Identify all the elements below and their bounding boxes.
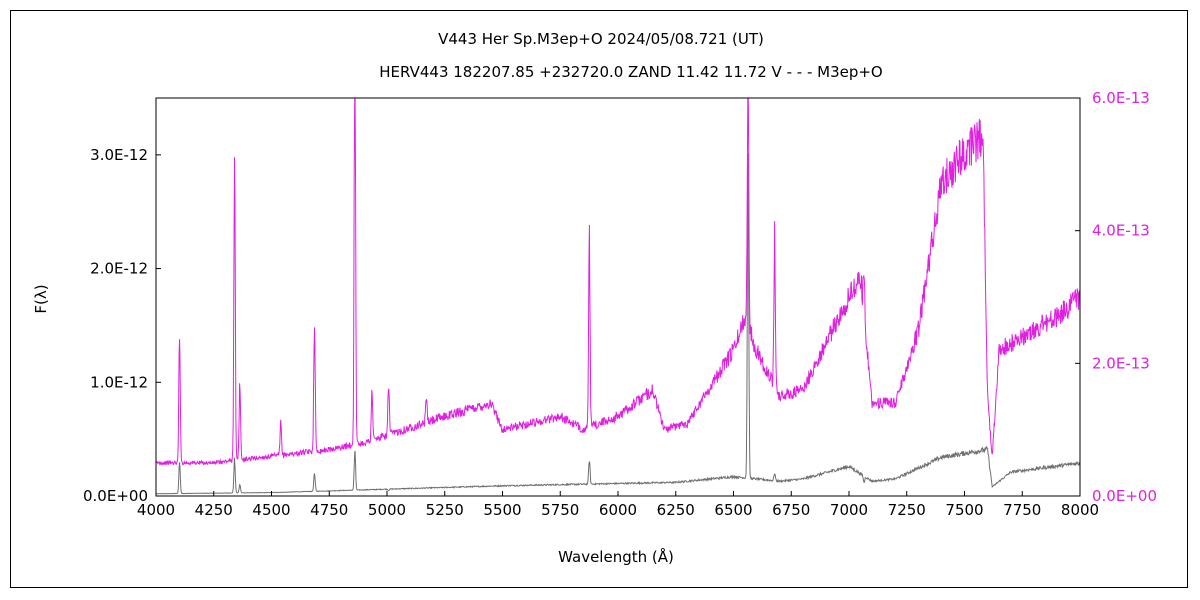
y-left-tick-label: 3.0E-12 [90, 146, 148, 164]
series-layer [155, 97, 1081, 495]
y-right-tick-label: 4.0E-13 [1092, 222, 1150, 240]
x-tick-label: 6750 [772, 501, 810, 519]
x-tick-label: 5750 [541, 501, 579, 519]
x-tick-label: 5000 [368, 501, 406, 519]
y-right-tick-label: 0.0E+00 [1092, 487, 1157, 505]
y-right-tick-label: 2.0E-13 [1092, 354, 1150, 372]
y-left-tick-label: 1.0E-12 [90, 373, 148, 391]
chart-subtitle: HERV443 182207.85 +232720.0 ZAND 11.42 1… [379, 63, 883, 81]
x-tick-label: 5500 [483, 501, 521, 519]
x-tick-label: 4250 [195, 501, 233, 519]
x-tick-label: 5250 [426, 501, 464, 519]
x-tick-label: 6250 [657, 501, 695, 519]
y-axis-label: F(λ) [32, 284, 50, 313]
x-tick-label: 7250 [888, 501, 926, 519]
x-tick-label: 6000 [599, 501, 637, 519]
y-axis-right: 0.0E+00 2.0E-13 4.0E-13 6.0E-13 [1075, 89, 1157, 505]
y-axis-left: 0.0E+00 1.0E-12 2.0E-12 3.0E-12 [83, 146, 161, 505]
x-tick-label: 8000 [1061, 501, 1099, 519]
spectrum-series-gray [155, 153, 1081, 495]
plot-area [155, 97, 1081, 497]
y-left-tick-label: 0.0E+00 [83, 487, 148, 505]
x-tick-label: 4500 [252, 501, 290, 519]
x-axis: 4000 4250 4500 4750 5000 5250 5500 5750 6000 6250… [137, 491, 1099, 519]
spectrum-chart: V443 Her Sp.M3ep+O 2024/05/08.721 (UT) H… [32, 30, 1157, 566]
x-axis-label: Wavelength (Å) [558, 547, 674, 566]
chart-title: V443 Her Sp.M3ep+O 2024/05/08.721 (UT) [438, 30, 764, 48]
y-right-tick-label: 6.0E-13 [1092, 89, 1150, 107]
x-tick-label: 4750 [310, 501, 348, 519]
x-tick-label: 7000 [830, 501, 868, 519]
x-tick-label: 7750 [1003, 501, 1041, 519]
x-tick-label: 7500 [945, 501, 983, 519]
y-left-tick-label: 2.0E-12 [90, 260, 148, 278]
spectrum-series-magenta [155, 97, 1081, 466]
x-tick-label: 6500 [714, 501, 752, 519]
x-tick-label: 4000 [137, 501, 175, 519]
chart-frame: V443 Her Sp.M3ep+O 2024/05/08.721 (UT) H… [10, 10, 1188, 588]
